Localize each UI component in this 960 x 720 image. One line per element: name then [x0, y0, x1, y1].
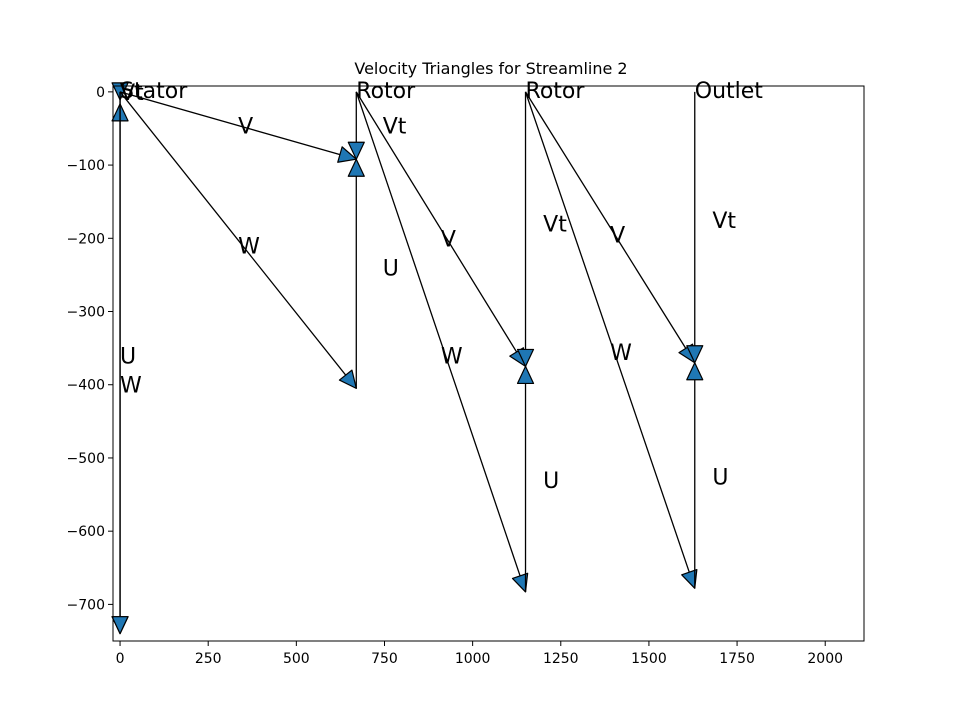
y-tick-label: −600 — [67, 524, 105, 540]
x-tick-label: 1500 — [631, 651, 667, 667]
x-tick-label: 750 — [371, 651, 398, 667]
vector-line-v — [524, 91, 696, 364]
x-tick-label: 0 — [116, 651, 125, 667]
vector-arrowhead-u — [347, 158, 365, 177]
vector-line-w — [524, 91, 696, 589]
vector-label-vt: Vt — [543, 213, 567, 238]
vector-arrowhead-vt — [347, 141, 365, 160]
x-tick-label: 250 — [195, 651, 222, 667]
chart-title: Velocity Triangles for Streamline 2 — [354, 59, 627, 78]
y-tick-label: −700 — [67, 597, 105, 613]
x-tick-label: 2000 — [807, 651, 843, 667]
vector-arrowhead-vt — [111, 82, 129, 101]
station-label: Rotor — [356, 79, 416, 104]
y-tick-label: −200 — [67, 231, 105, 247]
vector-line-v — [355, 91, 527, 367]
vector-label-w: W — [120, 374, 142, 399]
y-tick-label: −300 — [67, 305, 105, 321]
y-tick-label: −500 — [67, 451, 105, 467]
vector-label-v: V — [441, 227, 456, 252]
station-label: Rotor — [526, 79, 586, 104]
vector-arrowhead-w — [111, 616, 129, 635]
vector-label-vt: Vt — [712, 209, 736, 234]
vector-label-v: V — [610, 224, 625, 249]
y-tick-label: −400 — [67, 378, 105, 394]
y-tick-label: −100 — [67, 158, 105, 174]
vector-label-u: U — [712, 465, 728, 490]
vector-line-w — [355, 91, 527, 593]
vector-arrowhead-u — [686, 362, 704, 381]
vector-arrowhead-vt — [686, 345, 704, 364]
vector-label-u: U — [383, 257, 399, 282]
x-tick-label: 1000 — [455, 651, 491, 667]
vector-arrowhead-w — [511, 572, 529, 593]
vector-arrowhead-u — [516, 365, 535, 385]
vector-label-vt: Vt — [383, 115, 407, 140]
x-tick-label: 1250 — [543, 651, 579, 667]
y-tick-label: 0 — [96, 85, 105, 101]
vector-label-w: W — [610, 341, 632, 366]
vector-label-u: U — [120, 344, 136, 369]
vector-label-u: U — [543, 469, 559, 494]
vector-line-v — [119, 91, 357, 160]
station-label: Outlet — [695, 79, 764, 104]
vector-arrowhead-v — [337, 146, 357, 163]
vector-label-w: W — [238, 235, 260, 260]
vector-arrowhead-vt — [516, 348, 535, 368]
axes: 0 250 500 750 1000 1250 1500 1750 2000 0 −100 −200 −… — [67, 85, 843, 667]
vector-label-w: W — [441, 344, 463, 369]
vector-label-v: V — [238, 115, 253, 140]
x-tick-label: 500 — [283, 651, 310, 667]
vector-arrowhead-w — [338, 369, 357, 389]
station-label: Stator — [120, 79, 188, 104]
vector-line-w — [119, 91, 357, 389]
x-tick-label: 1750 — [719, 651, 755, 667]
vector-arrowhead-w — [681, 569, 698, 589]
plot-frame — [112, 85, 865, 642]
